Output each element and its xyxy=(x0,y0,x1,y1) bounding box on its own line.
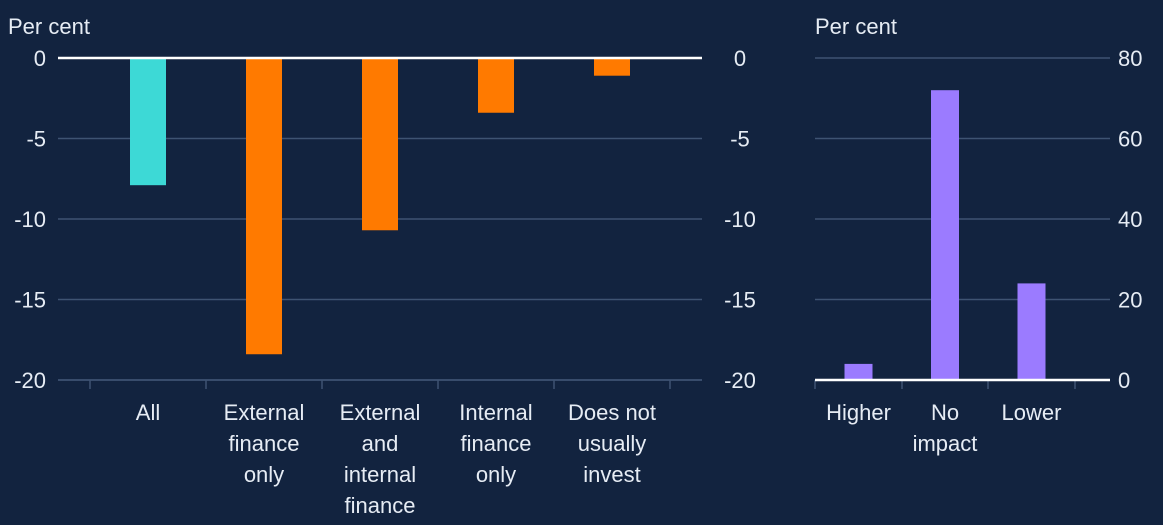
right-ytick-label: 0 xyxy=(1118,368,1130,393)
right-ytick-label: 20 xyxy=(1118,288,1142,313)
bar-higher xyxy=(844,363,873,380)
right-ytick-label: 80 xyxy=(1118,46,1142,71)
left-ytick-label-right: 0 xyxy=(734,46,746,71)
left-category-label: only xyxy=(244,462,284,487)
left-ylabel: Per cent xyxy=(8,14,90,39)
left-category-label: and xyxy=(362,431,399,456)
right-category-label: impact xyxy=(913,431,978,456)
left-category-label: External xyxy=(224,400,305,425)
right-category-label: Lower xyxy=(1002,400,1062,425)
left-category-label: internal xyxy=(344,462,416,487)
left-category-label: invest xyxy=(583,462,640,487)
bar-no-impact xyxy=(931,90,959,380)
right-ytick-label: 40 xyxy=(1118,207,1142,232)
left-ytick-label-right: -15 xyxy=(724,288,756,313)
left-ytick-label-right: -10 xyxy=(724,207,756,232)
left-ytick-label-right: -5 xyxy=(730,127,750,152)
left-category-label: All xyxy=(136,400,160,425)
left-category-label: usually xyxy=(578,431,646,456)
right-ylabel: Per cent xyxy=(815,14,897,39)
left-category-label: only xyxy=(476,462,516,487)
right-category-label: Higher xyxy=(826,400,891,425)
left-ytick-label: -15 xyxy=(14,288,46,313)
left-category-label: Does not xyxy=(568,400,656,425)
bar-lower xyxy=(1017,283,1046,380)
left-category-label: External xyxy=(340,400,421,425)
bar-external-finance-only xyxy=(246,58,282,355)
left-category-label: finance xyxy=(461,431,532,456)
bar-all xyxy=(130,58,166,186)
left-ytick-label: -5 xyxy=(26,127,46,152)
bar-internal-finance-only xyxy=(478,58,514,113)
left-ytick-label: -20 xyxy=(14,368,46,393)
left-ytick-label: 0 xyxy=(34,46,46,71)
left-ytick-label: -10 xyxy=(14,207,46,232)
left-category-label: finance xyxy=(229,431,300,456)
left-category-label: finance xyxy=(345,493,416,518)
left-ytick-label-right: -20 xyxy=(724,368,756,393)
right-ytick-label: 60 xyxy=(1118,127,1142,152)
bar-does-not-usually-invest xyxy=(594,58,630,76)
bar-external-and-internal-finance xyxy=(362,58,398,231)
left-category-label: Internal xyxy=(459,400,532,425)
right-category-label: No xyxy=(931,400,959,425)
